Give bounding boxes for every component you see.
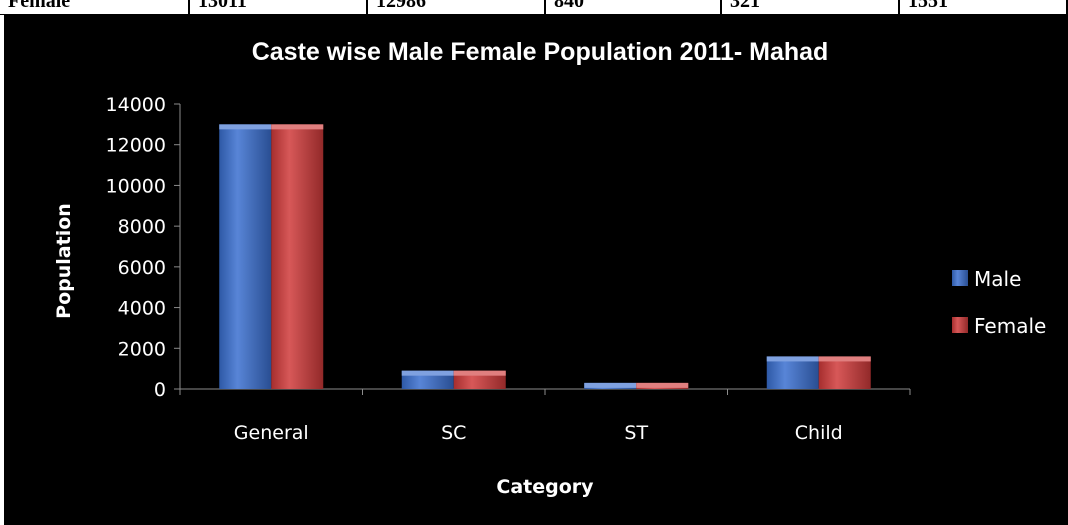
bar-top-highlight <box>766 356 819 362</box>
y-tick-label: 2000 <box>118 338 166 360</box>
y-tick-label: 10000 <box>106 175 166 197</box>
x-tick-label: General <box>234 422 309 444</box>
bars <box>219 124 871 389</box>
table-cell-total: 1551 <box>898 0 1068 14</box>
y-tick-label: 6000 <box>118 257 166 279</box>
table-cell-st: 840 <box>544 0 720 14</box>
table-cell-label: Female <box>0 0 188 14</box>
y-tick-label: 8000 <box>118 216 166 238</box>
x-tick-label: ST <box>624 422 648 444</box>
bar-top-highlight <box>271 124 324 130</box>
legend-label-female: Female <box>974 314 1046 338</box>
bar-female-general <box>271 124 324 389</box>
bar-top-highlight <box>219 124 272 130</box>
data-table-fragment: Female 13011 12986 840 321 1551 <box>0 0 1068 15</box>
bar-top-highlight <box>584 382 637 388</box>
bar-top-highlight <box>401 370 454 376</box>
chart-area: Caste wise Male Female Population 2011- … <box>4 15 1068 525</box>
y-tick-label: 14000 <box>106 94 166 116</box>
bar-top-highlight <box>818 356 871 362</box>
y-axis-title: Population <box>53 203 75 319</box>
x-tick-label: SC <box>441 422 466 444</box>
chart-title: Caste wise Male Female Population 2011- … <box>252 38 829 66</box>
table-cell-child: 321 <box>720 0 898 14</box>
axes: 0 2000 4000 6000 8000 10000 12000 14000 General S… <box>106 94 911 444</box>
x-axis-title: Category <box>496 476 594 498</box>
bar-top-highlight <box>636 382 689 388</box>
bar-top-highlight <box>453 370 506 376</box>
y-tick-label: 4000 <box>118 298 166 320</box>
x-tick-label: Child <box>795 422 843 444</box>
bar-chart: Caste wise Male Female Population 2011- … <box>53 38 1046 498</box>
table-cell-sc: 12986 <box>366 0 544 14</box>
legend-swatch-female <box>952 317 968 333</box>
bar-male-child <box>766 356 819 389</box>
table-row-female: Female 13011 12986 840 321 1551 <box>0 0 1068 15</box>
bar-male-general <box>219 124 272 389</box>
y-tick-label: 12000 <box>106 135 166 157</box>
legend-swatch-male <box>952 270 968 286</box>
y-tick-label: 0 <box>154 379 166 401</box>
table-cell-general: 13011 <box>188 0 366 14</box>
legend: Male Female <box>952 267 1046 338</box>
bar-female-child <box>818 356 871 389</box>
legend-label-male: Male <box>974 267 1021 291</box>
